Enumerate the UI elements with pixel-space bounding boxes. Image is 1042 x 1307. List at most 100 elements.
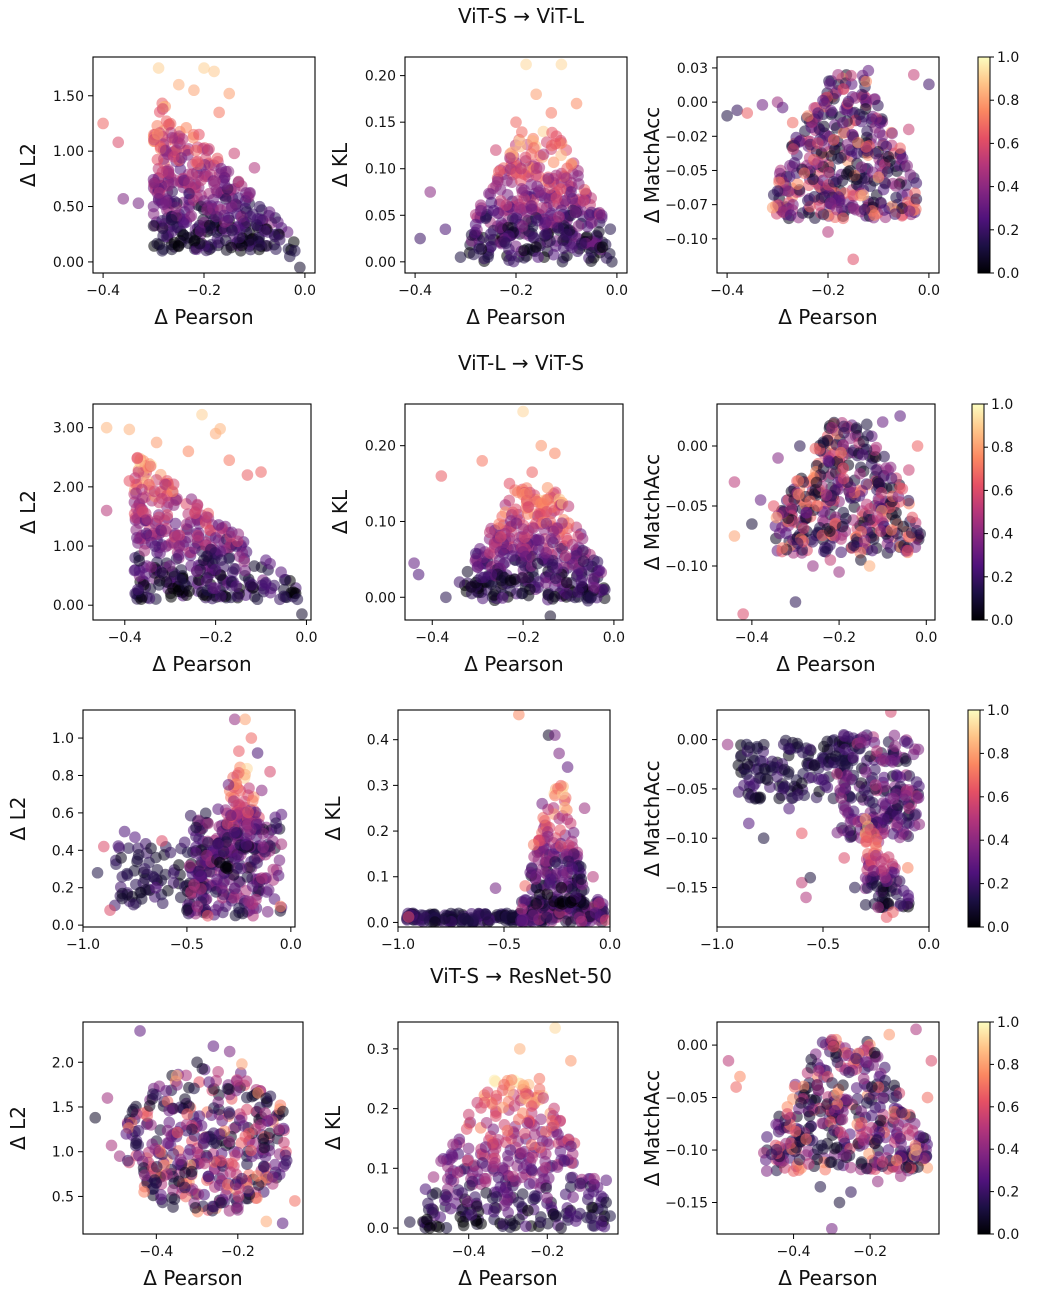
data-point [198, 62, 210, 74]
data-point [130, 487, 142, 499]
data-point [823, 455, 835, 468]
data-point [143, 1100, 156, 1112]
y-tick-label: −0.02 [665, 129, 708, 145]
data-point [490, 144, 502, 156]
data-point [223, 1045, 236, 1058]
panel-r2c0: −1.0 −0.5 0.00.00.20.40.60.81.0Δ L2 [6, 709, 302, 953]
data-point [566, 538, 579, 551]
data-point [471, 1200, 483, 1213]
data-point [248, 161, 261, 174]
data-point [905, 526, 918, 539]
data-point [173, 859, 185, 871]
y-tick-label: 0.00 [365, 590, 396, 606]
y-axis-label: Δ L2 [6, 1106, 30, 1150]
data-point [484, 188, 497, 200]
x-tick-label: −0.2 [199, 630, 233, 646]
data-point [183, 860, 196, 872]
x-tick-label: −0.4 [86, 283, 120, 299]
data-point [534, 1216, 547, 1229]
data-point [817, 208, 830, 221]
data-point [492, 1171, 505, 1184]
data-point [787, 792, 799, 804]
data-point [806, 535, 819, 548]
data-point [758, 763, 771, 775]
data-point [885, 524, 898, 536]
data-point [842, 95, 855, 108]
data-point [478, 1096, 491, 1109]
data-point [536, 1135, 549, 1147]
x-tick-label: −0.2 [506, 630, 540, 646]
x-tick-label: −0.4 [415, 630, 449, 646]
data-point [544, 610, 557, 620]
data-point [134, 1025, 146, 1037]
data-point [897, 885, 910, 897]
data-point [835, 202, 848, 215]
data-point [847, 539, 860, 552]
data-point [901, 737, 914, 749]
data-point [266, 1170, 279, 1183]
data-point [531, 557, 544, 570]
data-point [264, 557, 276, 570]
data-point [172, 78, 185, 91]
data-point [860, 766, 872, 778]
data-point [462, 1142, 475, 1155]
data-point [835, 446, 847, 459]
x-tick-label: 0.0 [915, 630, 937, 646]
data-point [149, 881, 162, 894]
data-point [223, 454, 236, 467]
data-point [559, 550, 572, 562]
data-point [105, 1139, 118, 1152]
data-point [489, 882, 502, 894]
data-point [845, 69, 857, 82]
points [89, 1025, 301, 1230]
data-point [147, 870, 159, 883]
row-title-vits-resnet50: ViT-S → ResNet-50 [430, 964, 612, 988]
points [721, 64, 935, 266]
data-point [165, 213, 178, 226]
data-point [826, 421, 838, 434]
data-point [198, 1188, 210, 1201]
data-point [129, 564, 141, 576]
data-point [251, 747, 264, 759]
data-point [565, 1140, 577, 1153]
x-tick-label: −1.0 [381, 937, 415, 953]
data-point [275, 566, 287, 578]
data-point [564, 590, 577, 602]
data-point [811, 500, 824, 512]
data-point [414, 232, 426, 245]
data-point [552, 1128, 564, 1141]
data-point [162, 884, 174, 897]
data-point [482, 251, 494, 263]
row-title-vitl-vits: ViT-L → ViT-S [458, 351, 584, 375]
data-point [263, 206, 276, 218]
data-point [773, 792, 785, 805]
data-point [129, 831, 141, 844]
data-point [557, 242, 570, 254]
data-point [555, 1222, 567, 1234]
data-point [858, 784, 871, 797]
data-point [132, 1124, 145, 1137]
data-point [910, 776, 923, 788]
data-point [201, 203, 213, 216]
data-point [258, 1161, 270, 1173]
data-point [446, 1149, 459, 1162]
data-point [776, 101, 789, 114]
data-point [195, 883, 207, 895]
data-point [191, 900, 204, 913]
y-tick-label: −0.05 [665, 499, 708, 515]
data-point [600, 1196, 612, 1209]
data-point [435, 1155, 447, 1167]
data-point [517, 405, 529, 418]
data-point [890, 191, 902, 204]
data-point [145, 842, 157, 855]
data-point [195, 870, 207, 883]
y-tick-label: 0.05 [365, 208, 396, 224]
data-point [909, 809, 921, 821]
data-point [555, 149, 567, 162]
data-point [126, 1105, 139, 1118]
data-point [241, 469, 254, 481]
data-point [885, 754, 897, 767]
data-point [767, 500, 780, 512]
data-point [851, 147, 863, 159]
data-point [220, 244, 233, 256]
